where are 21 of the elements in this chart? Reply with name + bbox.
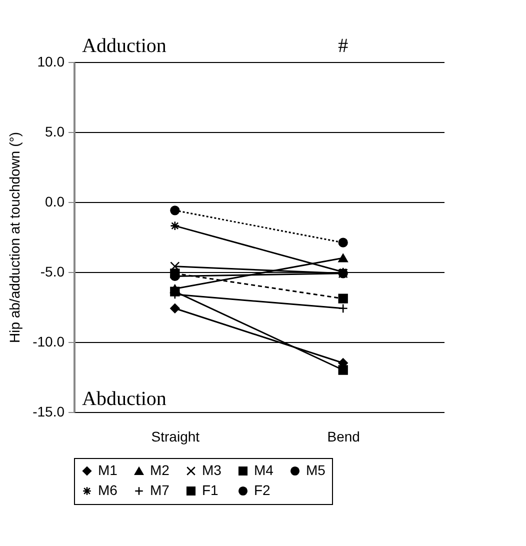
legend-label: M6	[98, 482, 118, 498]
text: Adduction	[82, 35, 166, 57]
y-tick-label: -15.0	[32, 404, 65, 420]
x-tick-label: Bend	[327, 428, 360, 444]
annotation: Abduction	[82, 388, 166, 410]
legend-label: M3	[202, 462, 222, 478]
legend-label: M4	[254, 462, 274, 478]
y-tick-label: 5.0	[45, 124, 65, 140]
y-tick-label: -10.0	[32, 334, 65, 350]
y-tick-label: -5.0	[40, 264, 65, 280]
legend-label: M5	[306, 462, 326, 478]
legend-label: M1	[98, 462, 118, 478]
y-tick-label: 10.0	[37, 54, 65, 70]
legend-label: F2	[254, 482, 271, 498]
y-axis-title: Hip ab/adduction at touchdown (°)	[6, 132, 23, 344]
y-tick-label: 0.0	[45, 194, 65, 210]
legend-label: F1	[202, 482, 219, 498]
legend-label: M7	[150, 482, 170, 498]
text: #	[338, 35, 348, 57]
legend-label: M2	[150, 462, 170, 478]
x-tick-label: Straight	[151, 428, 200, 444]
